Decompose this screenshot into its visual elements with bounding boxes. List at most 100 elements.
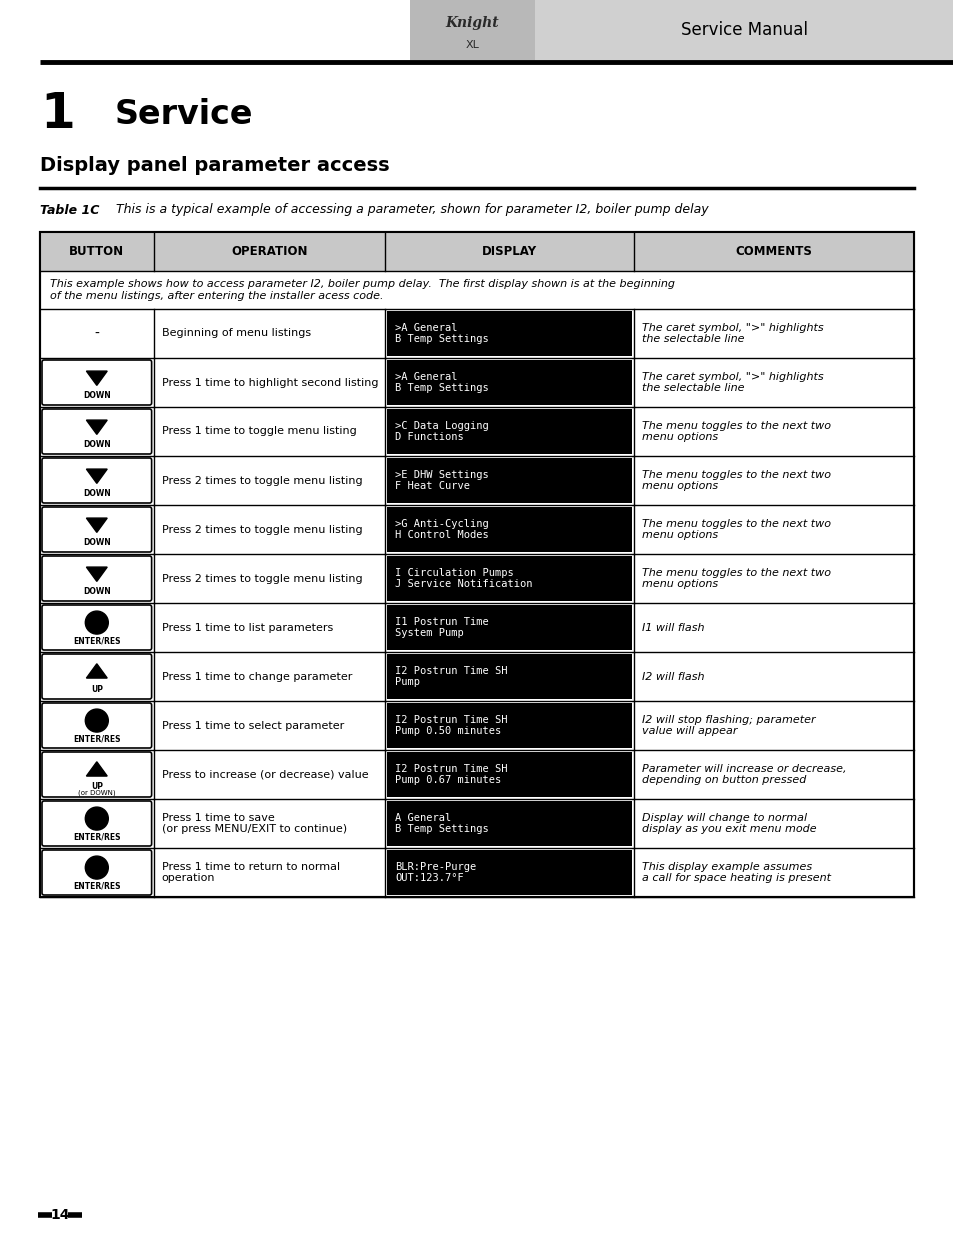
Text: I1 Postrun Time
System Pump: I1 Postrun Time System Pump xyxy=(395,616,489,638)
Text: The menu toggles to the next two
menu options: The menu toggles to the next two menu op… xyxy=(641,519,830,540)
Circle shape xyxy=(85,856,109,879)
Bar xyxy=(387,508,632,552)
FancyBboxPatch shape xyxy=(42,703,152,748)
Text: DOWN: DOWN xyxy=(83,587,111,597)
Text: COMMENTS: COMMENTS xyxy=(735,245,812,258)
Text: >G Anti-Cycling
H Control Modes: >G Anti-Cycling H Control Modes xyxy=(395,519,489,540)
Text: A General
B Temp Settings: A General B Temp Settings xyxy=(395,813,489,835)
FancyBboxPatch shape xyxy=(42,359,152,405)
Bar xyxy=(387,556,632,601)
Text: ENTER/RES: ENTER/RES xyxy=(73,636,120,645)
Text: The menu toggles to the next two
menu options: The menu toggles to the next two menu op… xyxy=(641,421,830,442)
Circle shape xyxy=(85,611,109,634)
Text: DOWN: DOWN xyxy=(83,489,111,498)
Text: DOWN: DOWN xyxy=(83,538,111,547)
Text: -: - xyxy=(94,326,99,341)
Text: Press 1 time to change parameter: Press 1 time to change parameter xyxy=(161,672,352,682)
Text: Beginning of menu listings: Beginning of menu listings xyxy=(161,329,311,338)
Text: UP: UP xyxy=(91,782,103,792)
FancyBboxPatch shape xyxy=(42,556,152,601)
Text: I Circulation Pumps
J Service Notification: I Circulation Pumps J Service Notificati… xyxy=(395,568,532,589)
Bar xyxy=(387,802,632,846)
Text: Press 1 time to highlight second listing: Press 1 time to highlight second listing xyxy=(161,378,377,388)
Bar xyxy=(410,0,535,61)
FancyBboxPatch shape xyxy=(42,802,152,846)
Bar xyxy=(387,311,632,356)
Text: Knight: Knight xyxy=(445,16,498,30)
Circle shape xyxy=(85,709,109,732)
Text: ENTER/RES: ENTER/RES xyxy=(73,832,120,841)
Bar xyxy=(387,655,632,699)
FancyBboxPatch shape xyxy=(42,458,152,503)
Text: I2 Postrun Time SH
Pump 0.50 minutes: I2 Postrun Time SH Pump 0.50 minutes xyxy=(395,715,507,736)
Text: Press 2 times to toggle menu listing: Press 2 times to toggle menu listing xyxy=(161,475,362,485)
Text: DOWN: DOWN xyxy=(83,391,111,400)
Bar xyxy=(40,232,913,270)
Polygon shape xyxy=(87,762,107,776)
Text: Service Manual: Service Manual xyxy=(680,21,807,40)
Polygon shape xyxy=(87,420,107,435)
Bar xyxy=(387,458,632,503)
Text: The caret symbol, ">" highlights
the selectable line: The caret symbol, ">" highlights the sel… xyxy=(641,322,823,345)
Text: This example shows how to access parameter I2, boiler pump delay.  The first dis: This example shows how to access paramet… xyxy=(50,279,675,300)
Bar xyxy=(387,850,632,895)
Text: Table 1C: Table 1C xyxy=(40,204,99,216)
Text: This display example assumes
a call for space heating is present: This display example assumes a call for … xyxy=(641,862,830,883)
Text: Press 2 times to toggle menu listing: Press 2 times to toggle menu listing xyxy=(161,525,362,535)
Bar xyxy=(410,0,953,61)
Bar xyxy=(387,605,632,650)
Text: Press to increase (or decrease) value: Press to increase (or decrease) value xyxy=(161,769,368,779)
Text: I1 will flash: I1 will flash xyxy=(641,622,704,632)
Text: Press 1 time to save
(or press MENU/EXIT to continue): Press 1 time to save (or press MENU/EXIT… xyxy=(161,813,346,835)
FancyBboxPatch shape xyxy=(42,752,152,797)
Text: DISPLAY: DISPLAY xyxy=(481,245,537,258)
Text: ENTER/RES: ENTER/RES xyxy=(73,881,120,890)
Text: 14: 14 xyxy=(51,1208,70,1221)
Text: >C Data Logging
D Functions: >C Data Logging D Functions xyxy=(395,421,489,442)
Text: >A General
B Temp Settings: >A General B Temp Settings xyxy=(395,372,489,393)
Text: 1: 1 xyxy=(40,90,74,138)
Bar xyxy=(40,232,913,897)
Text: OPERATION: OPERATION xyxy=(231,245,308,258)
Text: I2 will stop flashing; parameter
value will appear: I2 will stop flashing; parameter value w… xyxy=(641,715,815,736)
Text: The menu toggles to the next two
menu options: The menu toggles to the next two menu op… xyxy=(641,469,830,492)
Text: Display will change to normal
display as you exit menu mode: Display will change to normal display as… xyxy=(641,813,816,835)
Circle shape xyxy=(85,808,109,830)
Polygon shape xyxy=(87,517,107,532)
Text: I2 Postrun Time SH
Pump 0.67 minutes: I2 Postrun Time SH Pump 0.67 minutes xyxy=(395,763,507,785)
Text: ENTER/RES: ENTER/RES xyxy=(73,734,120,743)
Polygon shape xyxy=(87,567,107,582)
Text: This is a typical example of accessing a parameter, shown for parameter I2, boil: This is a typical example of accessing a… xyxy=(112,204,708,216)
Text: I2 will flash: I2 will flash xyxy=(641,672,704,682)
Text: Press 1 time to list parameters: Press 1 time to list parameters xyxy=(161,622,333,632)
Text: UP: UP xyxy=(91,685,103,694)
Text: Press 1 time to select parameter: Press 1 time to select parameter xyxy=(161,720,343,730)
Text: I2 Postrun Time SH
Pump: I2 Postrun Time SH Pump xyxy=(395,666,507,688)
FancyBboxPatch shape xyxy=(42,850,152,895)
FancyBboxPatch shape xyxy=(42,655,152,699)
Text: Parameter will increase or decrease,
depending on button pressed: Parameter will increase or decrease, dep… xyxy=(641,763,846,785)
Bar xyxy=(387,703,632,748)
Text: DOWN: DOWN xyxy=(83,440,111,450)
FancyBboxPatch shape xyxy=(42,409,152,454)
Text: The caret symbol, ">" highlights
the selectable line: The caret symbol, ">" highlights the sel… xyxy=(641,372,823,393)
Polygon shape xyxy=(87,370,107,385)
Text: Service: Service xyxy=(115,98,253,131)
Text: >E DHW Settings
F Heat Curve: >E DHW Settings F Heat Curve xyxy=(395,469,489,492)
Text: Press 1 time to return to normal
operation: Press 1 time to return to normal operati… xyxy=(161,862,339,883)
Text: XL: XL xyxy=(465,40,479,49)
Bar xyxy=(387,359,632,405)
Bar xyxy=(40,232,913,897)
Bar xyxy=(387,752,632,797)
Text: Press 2 times to toggle menu listing: Press 2 times to toggle menu listing xyxy=(161,573,362,583)
Bar xyxy=(387,409,632,454)
Text: The menu toggles to the next two
menu options: The menu toggles to the next two menu op… xyxy=(641,568,830,589)
Text: BUTTON: BUTTON xyxy=(70,245,124,258)
Text: >A General
B Temp Settings: >A General B Temp Settings xyxy=(395,322,489,345)
Text: BLR:Pre-Purge
OUT:123.7°F: BLR:Pre-Purge OUT:123.7°F xyxy=(395,862,476,883)
Polygon shape xyxy=(87,469,107,483)
Polygon shape xyxy=(87,663,107,678)
Text: Press 1 time to toggle menu listing: Press 1 time to toggle menu listing xyxy=(161,426,356,436)
FancyBboxPatch shape xyxy=(42,508,152,552)
Text: Display panel parameter access: Display panel parameter access xyxy=(40,157,389,175)
